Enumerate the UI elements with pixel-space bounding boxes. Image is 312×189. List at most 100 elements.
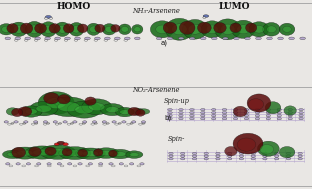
Ellipse shape — [192, 158, 197, 160]
Ellipse shape — [222, 118, 227, 120]
Ellipse shape — [45, 37, 51, 40]
Ellipse shape — [249, 22, 269, 37]
Ellipse shape — [44, 17, 48, 19]
Ellipse shape — [142, 123, 145, 124]
Ellipse shape — [16, 163, 20, 165]
Ellipse shape — [88, 163, 93, 165]
Ellipse shape — [190, 108, 194, 111]
Ellipse shape — [0, 24, 14, 35]
Ellipse shape — [72, 26, 81, 33]
Ellipse shape — [29, 25, 40, 34]
Ellipse shape — [86, 165, 90, 167]
Ellipse shape — [222, 108, 227, 111]
Ellipse shape — [53, 121, 57, 123]
Ellipse shape — [35, 23, 46, 33]
Ellipse shape — [181, 155, 185, 157]
Ellipse shape — [36, 105, 51, 112]
Ellipse shape — [267, 26, 276, 33]
Ellipse shape — [201, 112, 205, 114]
Ellipse shape — [95, 37, 100, 40]
Ellipse shape — [25, 146, 59, 159]
Ellipse shape — [140, 163, 144, 165]
Ellipse shape — [120, 110, 130, 114]
Ellipse shape — [58, 25, 67, 33]
Ellipse shape — [299, 118, 303, 120]
Ellipse shape — [179, 108, 183, 111]
Ellipse shape — [100, 104, 124, 116]
Text: Spin-up: Spin-up — [163, 97, 189, 105]
Ellipse shape — [266, 108, 271, 111]
Ellipse shape — [67, 163, 72, 165]
Ellipse shape — [203, 17, 206, 18]
Ellipse shape — [181, 158, 185, 160]
Ellipse shape — [239, 152, 244, 155]
Ellipse shape — [257, 141, 279, 156]
Text: HOMO: HOMO — [56, 2, 90, 11]
Ellipse shape — [215, 19, 241, 40]
Ellipse shape — [55, 37, 61, 40]
Ellipse shape — [131, 108, 144, 115]
Ellipse shape — [49, 24, 60, 33]
Ellipse shape — [286, 155, 290, 157]
Ellipse shape — [190, 118, 194, 120]
Ellipse shape — [216, 152, 220, 155]
Ellipse shape — [75, 105, 94, 114]
Ellipse shape — [99, 150, 113, 156]
Ellipse shape — [192, 155, 197, 157]
Ellipse shape — [222, 112, 227, 114]
Ellipse shape — [263, 22, 280, 36]
Ellipse shape — [78, 163, 82, 165]
Ellipse shape — [111, 25, 120, 32]
Ellipse shape — [127, 123, 130, 125]
Ellipse shape — [263, 155, 267, 157]
Ellipse shape — [31, 123, 35, 125]
Ellipse shape — [134, 37, 140, 40]
Ellipse shape — [278, 37, 283, 40]
Ellipse shape — [233, 112, 238, 114]
Ellipse shape — [115, 37, 120, 40]
Ellipse shape — [9, 165, 13, 167]
Ellipse shape — [2, 150, 22, 159]
Ellipse shape — [22, 165, 26, 167]
Ellipse shape — [55, 123, 59, 125]
Ellipse shape — [298, 158, 302, 160]
Ellipse shape — [114, 152, 126, 156]
Ellipse shape — [38, 92, 74, 114]
Text: NO₂-Arsenene: NO₂-Arsenene — [132, 86, 180, 94]
Ellipse shape — [139, 123, 142, 125]
Ellipse shape — [121, 26, 129, 32]
Ellipse shape — [104, 39, 108, 41]
Ellipse shape — [212, 112, 216, 114]
Ellipse shape — [94, 123, 97, 124]
Ellipse shape — [60, 165, 64, 167]
Ellipse shape — [34, 39, 38, 41]
Ellipse shape — [134, 27, 141, 32]
Ellipse shape — [17, 150, 33, 156]
Ellipse shape — [112, 121, 116, 123]
Ellipse shape — [44, 39, 48, 41]
Ellipse shape — [67, 123, 71, 125]
Ellipse shape — [57, 163, 61, 165]
Ellipse shape — [201, 118, 205, 120]
Ellipse shape — [265, 102, 281, 114]
Ellipse shape — [298, 152, 302, 155]
Ellipse shape — [169, 155, 173, 157]
Ellipse shape — [222, 115, 227, 117]
Ellipse shape — [251, 155, 255, 157]
Ellipse shape — [279, 146, 295, 158]
Ellipse shape — [43, 123, 47, 125]
Ellipse shape — [239, 158, 244, 160]
Ellipse shape — [179, 21, 195, 34]
Ellipse shape — [181, 152, 185, 155]
Ellipse shape — [288, 112, 292, 114]
Ellipse shape — [115, 123, 119, 125]
Ellipse shape — [122, 121, 126, 123]
Ellipse shape — [109, 149, 131, 159]
Ellipse shape — [4, 121, 8, 123]
Ellipse shape — [49, 17, 53, 19]
Ellipse shape — [45, 15, 51, 19]
Ellipse shape — [214, 22, 226, 33]
Ellipse shape — [277, 108, 281, 111]
Ellipse shape — [129, 163, 134, 165]
Ellipse shape — [227, 155, 232, 157]
